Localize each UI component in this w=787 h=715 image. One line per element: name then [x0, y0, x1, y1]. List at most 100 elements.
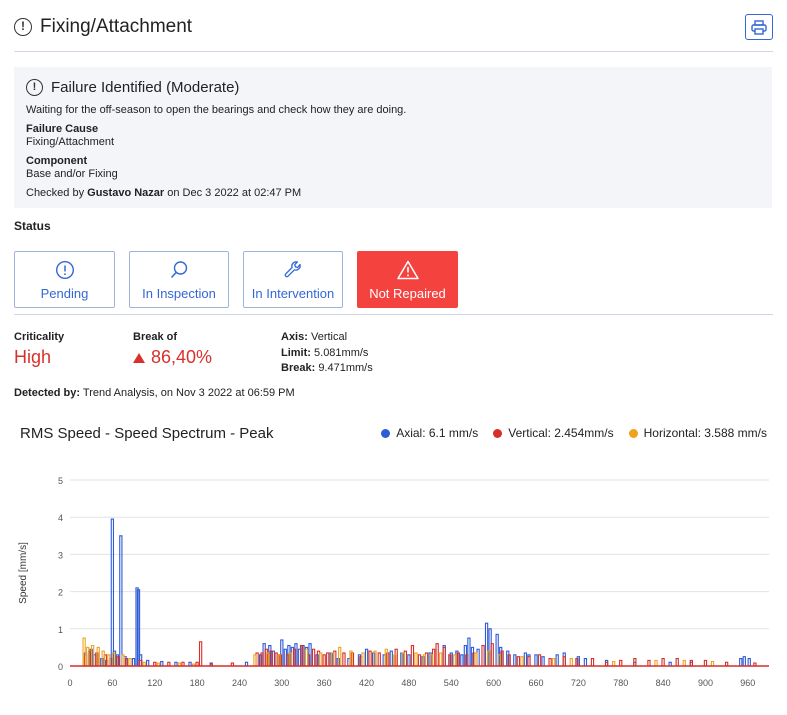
spectrum-bar: [442, 646, 446, 667]
spectrum-bar: [138, 659, 143, 667]
status-not-repaired-label: Not Repaired: [369, 286, 446, 301]
status-selector: Pending In Inspection In Intervention No…: [14, 251, 774, 309]
spectrum-bar: [569, 658, 573, 667]
spectrum-bar: [689, 659, 693, 667]
wrench-icon: [284, 261, 301, 278]
spectrum-bar: [311, 648, 316, 667]
spectrum-bar: [131, 658, 136, 667]
print-button[interactable]: [745, 14, 773, 40]
spectrum-bar: [654, 659, 658, 667]
chart-legend: Axial: 6.1 mm/s Vertical: 2.454mm/s Hori…: [381, 426, 767, 440]
criticality-label: Criticality: [14, 331, 65, 343]
spectrum-bar: [474, 652, 478, 667]
x-tick-label: 600: [486, 678, 501, 688]
spectrum-bar: [590, 658, 595, 667]
alert-circle-icon: [55, 260, 74, 280]
spectrum-bar: [110, 518, 115, 667]
x-tick-label: 300: [274, 678, 289, 688]
spectrum-bar: [304, 648, 309, 667]
failure-description: Waiting for the off-season to open the b…: [26, 104, 407, 116]
spectrum-bar: [552, 658, 556, 667]
status-inspection-button[interactable]: In Inspection: [129, 251, 229, 308]
legend-item-horizontal[interactable]: Horizontal: 3.588 mm/s: [628, 426, 767, 440]
break-of-value: 86,40%: [133, 347, 212, 368]
spectrum-bar: [435, 643, 439, 667]
legend-dot-horizontal: [628, 428, 638, 438]
x-tick-label: 360: [317, 678, 332, 688]
spectrum-bar: [342, 652, 346, 667]
page-title: Fixing/Attachment: [40, 16, 193, 37]
spectrum-bar: [410, 644, 415, 667]
triangle-up-icon: [133, 352, 145, 363]
axis-info: Axis: Vertical Limit: 5.081mm/s Break: 9…: [281, 330, 373, 377]
y-tick-label: 2: [58, 588, 63, 598]
status-intervention-button[interactable]: In Intervention: [243, 251, 343, 308]
spectrum-bar: [121, 654, 125, 667]
legend-item-axial[interactable]: Axial: 6.1 mm/s: [381, 426, 478, 440]
spectrum-bar: [747, 658, 751, 667]
spectrum-bar: [460, 654, 464, 667]
y-tick-label: 3: [58, 550, 63, 560]
x-tick-label: 480: [401, 678, 416, 688]
x-tick-label: 540: [444, 678, 459, 688]
spectrum-bar: [439, 652, 443, 667]
spectrum-bar: [513, 654, 517, 667]
legend-dot-axial: [381, 428, 391, 438]
printer-icon: [751, 19, 767, 35]
spectrum-bar: [326, 652, 330, 667]
spectrum-bar: [253, 654, 257, 667]
alert-circle-icon: !: [14, 18, 32, 36]
checked-prefix: Checked by: [26, 187, 85, 199]
section-divider: [14, 314, 773, 315]
spectrum-bar: [119, 535, 123, 667]
legend-dot-vertical: [493, 428, 503, 438]
speed-spectrum-chart[interactable]: 0 1 2 3 4 5 0 60 120 180 240 300 360 420 480 540 600 660 7…: [0, 460, 787, 700]
legend-label-axial: Axial: 6.1 mm/s: [396, 426, 479, 440]
search-icon: [170, 261, 188, 279]
axis-value: Vertical: [310, 331, 348, 343]
limit-label: Limit:: [281, 346, 311, 359]
spectrum-bar: [675, 658, 679, 667]
x-tick-label: 900: [698, 678, 713, 688]
y-tick-label: 0: [58, 662, 63, 672]
legend-label-vertical: Vertical: 2.454mm/s: [508, 426, 614, 440]
spectrum-bar: [537, 654, 542, 667]
spectrum-bar: [619, 659, 623, 667]
axis-label: Axis:: [281, 331, 308, 343]
break-of-label: Break of: [133, 331, 178, 343]
checked-suffix: on Dec 3 2022 at 02:47 PM: [167, 187, 302, 199]
spectrum-bar: [481, 644, 485, 667]
status-not-repaired-button[interactable]: Not Repaired: [357, 251, 458, 308]
spectrum-bar: [583, 658, 588, 667]
detected-label: Detected by:: [14, 387, 81, 399]
spectrum-bar: [389, 650, 393, 667]
spectrum-bar: [555, 654, 559, 667]
x-tick-label: 240: [232, 678, 247, 688]
spectrum-bar: [274, 652, 278, 667]
y-tick-label: 5: [58, 476, 63, 486]
spectrum-bar: [516, 656, 520, 667]
spectrum-bar: [319, 652, 323, 667]
spectrum-bar: [562, 656, 566, 667]
status-heading: Status: [14, 219, 51, 233]
spectrum-bar: [368, 650, 372, 667]
detected-value: Trend Analysis, on Nov 3 2022 at 06:59 P…: [82, 387, 295, 399]
x-tick-label: 0: [67, 678, 72, 688]
component-value: Base and/or Fixing: [26, 168, 118, 180]
spectrum-bar: [361, 652, 365, 667]
x-tick-label: 780: [613, 678, 628, 688]
break-of-number: 86,40%: [151, 347, 213, 367]
spectrum-bar: [534, 654, 538, 667]
x-tick-label: 960: [740, 678, 755, 688]
status-pending-button[interactable]: Pending: [14, 251, 115, 308]
spectrum-bar: [377, 652, 381, 667]
spectrum-bar: [661, 658, 665, 667]
spectrum-bar: [128, 658, 132, 667]
spectrum-bar: [541, 656, 545, 667]
spectrum-bar: [739, 658, 743, 667]
spectrum-bar: [490, 643, 494, 667]
failure-panel: ! Failure Identified (Moderate) Waiting …: [14, 67, 772, 208]
spectrum-bar: [322, 654, 326, 667]
checked-by-user: Gustavo Nazar: [87, 187, 165, 199]
legend-item-vertical[interactable]: Vertical: 2.454mm/s: [493, 426, 614, 440]
